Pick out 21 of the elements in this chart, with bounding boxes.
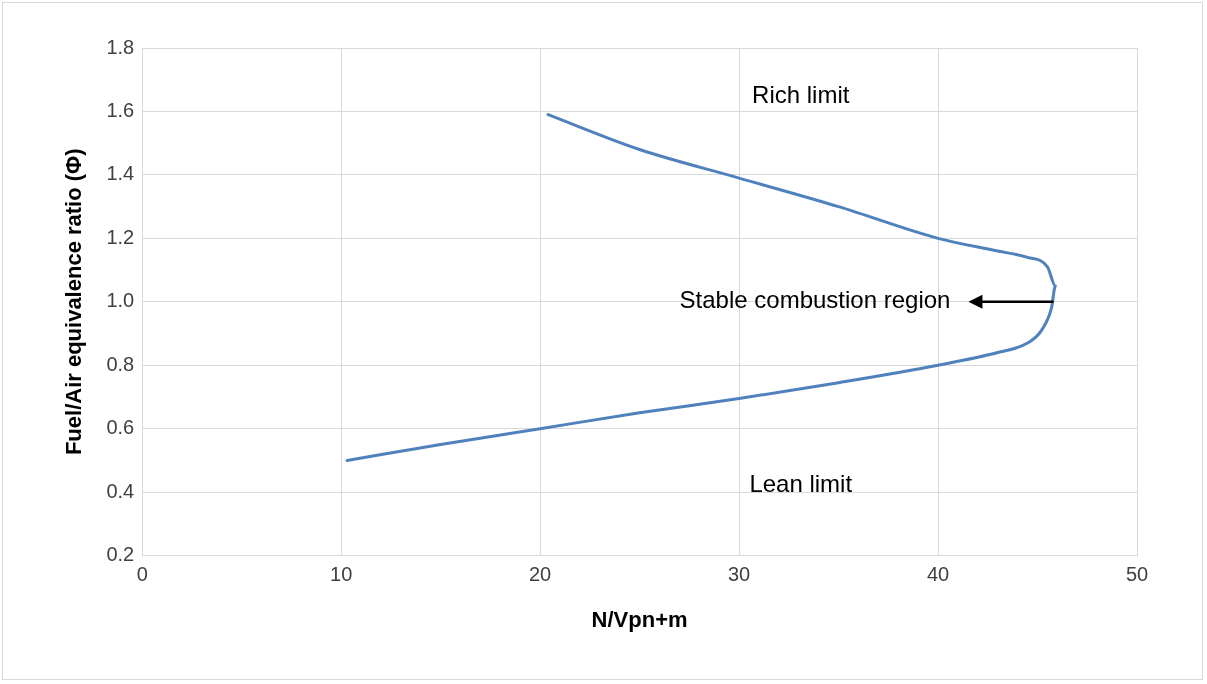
x-tick-label: 0	[136, 563, 148, 586]
x-tick-label: 50	[1125, 563, 1149, 586]
x-tick-label: 10	[330, 563, 353, 586]
annotation: Rich limit	[752, 80, 850, 108]
y-tick-label: 1.2	[106, 225, 135, 248]
x-tick-label: 20	[529, 563, 552, 586]
y-tick-label: 1.6	[106, 98, 135, 121]
y-tick-label: 0.6	[106, 416, 135, 439]
x-axis-title: N/Vpn+m	[591, 606, 688, 632]
x-tick-label: 40	[926, 563, 950, 586]
y-tick-label: 0.4	[106, 479, 135, 502]
y-tick-label: 0.8	[106, 352, 135, 375]
y-tick-label: 1.4	[106, 162, 135, 185]
annotation: Lean limit	[749, 470, 853, 498]
y-tick-label: 1.8	[106, 35, 135, 58]
y-tick-label: 1.0	[106, 289, 135, 312]
annotation: Stable combustion region	[679, 286, 951, 314]
y-axis-title: Fuel/Air equivalence ratio (Φ)	[61, 148, 87, 456]
y-tick-label: 0.2	[106, 543, 135, 566]
x-tick-label: 30	[727, 563, 751, 586]
line-series	[345, 113, 1057, 462]
